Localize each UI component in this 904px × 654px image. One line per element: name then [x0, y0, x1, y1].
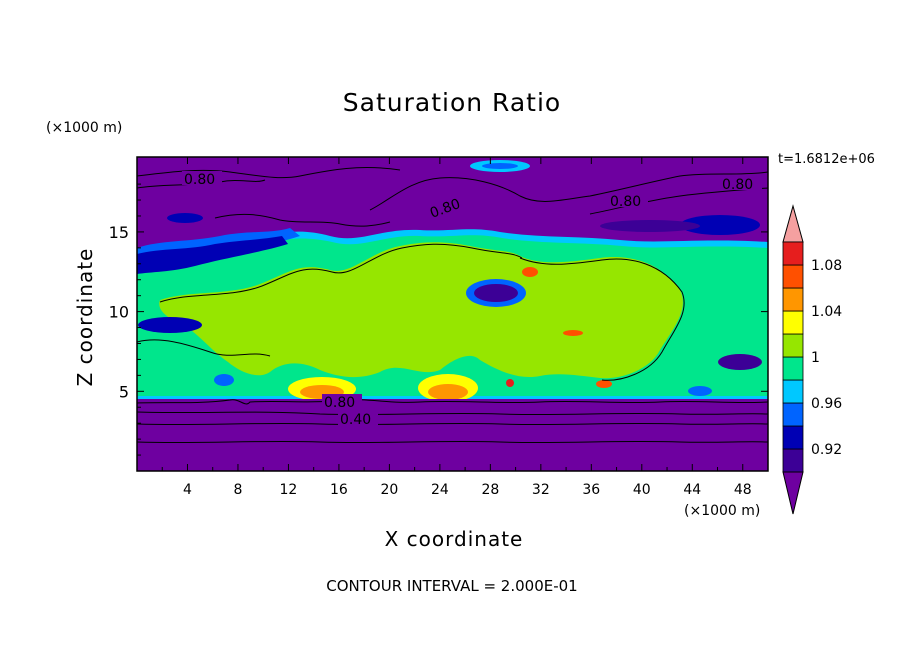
contour-low-060: [137, 411, 768, 416]
contour-upper-3: [369, 171, 768, 211]
contour-label-bg-6: [338, 411, 378, 425]
y-ticks: 5 10 15: [109, 183, 768, 456]
colorbar: 0.92 0.96 1 1.04 1.08: [782, 204, 842, 515]
blob-10: [214, 374, 234, 386]
moist-layer-lime: [159, 242, 683, 379]
low-dry-layer: [137, 399, 768, 471]
contour-low-040: [137, 422, 768, 426]
contour-mid-1: [159, 243, 523, 303]
colorbar-tick-label: 0.96: [811, 396, 842, 412]
colorbar-segment: [782, 379, 804, 404]
contour-label-4: 0.80: [722, 177, 753, 193]
x-tick-label: 28: [481, 482, 499, 498]
x-tick-label: 44: [683, 482, 701, 498]
x-axis-unit: (×1000 m): [684, 503, 761, 519]
contour-low-080: [137, 399, 768, 405]
x-tick-label: 24: [431, 482, 449, 498]
contour-upper-4: [214, 213, 391, 227]
x-tick-label: 32: [532, 482, 550, 498]
contour-lines: [137, 167, 768, 444]
contour-label-bg-2: [430, 204, 466, 218]
blob-8: [600, 220, 700, 232]
colorbar-tick-label: 1.08: [811, 258, 842, 274]
colorbar-over-arrow: [782, 204, 804, 243]
x-tick-label: 4: [183, 482, 192, 498]
colorbar-segment: [782, 356, 804, 381]
x-tick-label: 48: [734, 482, 752, 498]
x-tick-label: 40: [633, 482, 651, 498]
time-label: t=1.6812e+06: [778, 152, 875, 167]
blob-9: [718, 354, 762, 370]
contour-field: 0.80 0.80 0.80 0.80 0.80 0.40: [137, 157, 768, 471]
colorbar-segment: [782, 287, 804, 312]
contour-label-5: 0.80: [324, 395, 355, 411]
contour-mid-3: [137, 339, 271, 357]
colorbar-tick-label: 1.04: [811, 304, 842, 320]
blob-5: [680, 215, 760, 235]
colorbar-segment: [782, 448, 804, 473]
cell-red-3: [596, 380, 612, 388]
chart-title: Saturation Ratio: [342, 88, 562, 117]
x-tick-label: 36: [582, 482, 600, 498]
contour-label-bg-4: [720, 176, 762, 190]
x-axis-label: X coordinate: [384, 527, 524, 551]
colorbar-segment: [782, 402, 804, 427]
colorbar-tick-label: 0.92: [811, 442, 842, 458]
blob-3: [474, 284, 518, 302]
blob-11: [688, 386, 712, 396]
x-ticks: 4 8 12 16 20 24 28 32 36 40 44 48: [161, 157, 752, 498]
contour-label-bg-3: [608, 193, 648, 207]
x-tick-label: 16: [330, 482, 348, 498]
y-tick-label: 10: [109, 303, 129, 322]
x-tick-label: 12: [280, 482, 298, 498]
y-tick-label: 5: [119, 382, 129, 401]
contour-label-bg-5: [322, 394, 362, 408]
colorbar-segment: [782, 241, 804, 266]
contour-interval-note: CONTOUR INTERVAL = 2.000E-01: [326, 577, 578, 595]
x-tick-label: 8: [233, 482, 242, 498]
colorbar-segment: [782, 310, 804, 335]
plot-frame: [136, 156, 769, 472]
cell-orange-2: [428, 384, 468, 400]
contour-mid-2: [519, 257, 685, 381]
colorbar-segment: [782, 264, 804, 289]
contour-label-3: 0.80: [610, 194, 641, 210]
colorbar-under-arrow: [782, 471, 804, 515]
cell-red-4: [506, 379, 514, 387]
x-tick-label: 20: [380, 482, 398, 498]
colorbar-tick-label: 1: [811, 350, 820, 366]
upper-navy-band: [137, 236, 288, 274]
contour-low-020: [137, 440, 768, 444]
blob-4: [138, 317, 202, 333]
contour-labels: 0.80 0.80 0.80 0.80 0.80 0.40: [182, 171, 762, 428]
colorbar-segment: [782, 425, 804, 450]
contour-label-bg-1: [182, 171, 222, 185]
cell-red-1: [522, 267, 538, 277]
contour-label-6: 0.40: [340, 412, 371, 428]
cell-red-2: [563, 330, 583, 336]
colorbar-segment: [782, 333, 804, 358]
contour-label-1: 0.80: [184, 172, 215, 188]
blob-1: [167, 213, 203, 223]
blob-7: [482, 163, 518, 169]
y-tick-label: 15: [109, 223, 129, 242]
y-axis-unit: (×1000 m): [46, 120, 123, 136]
